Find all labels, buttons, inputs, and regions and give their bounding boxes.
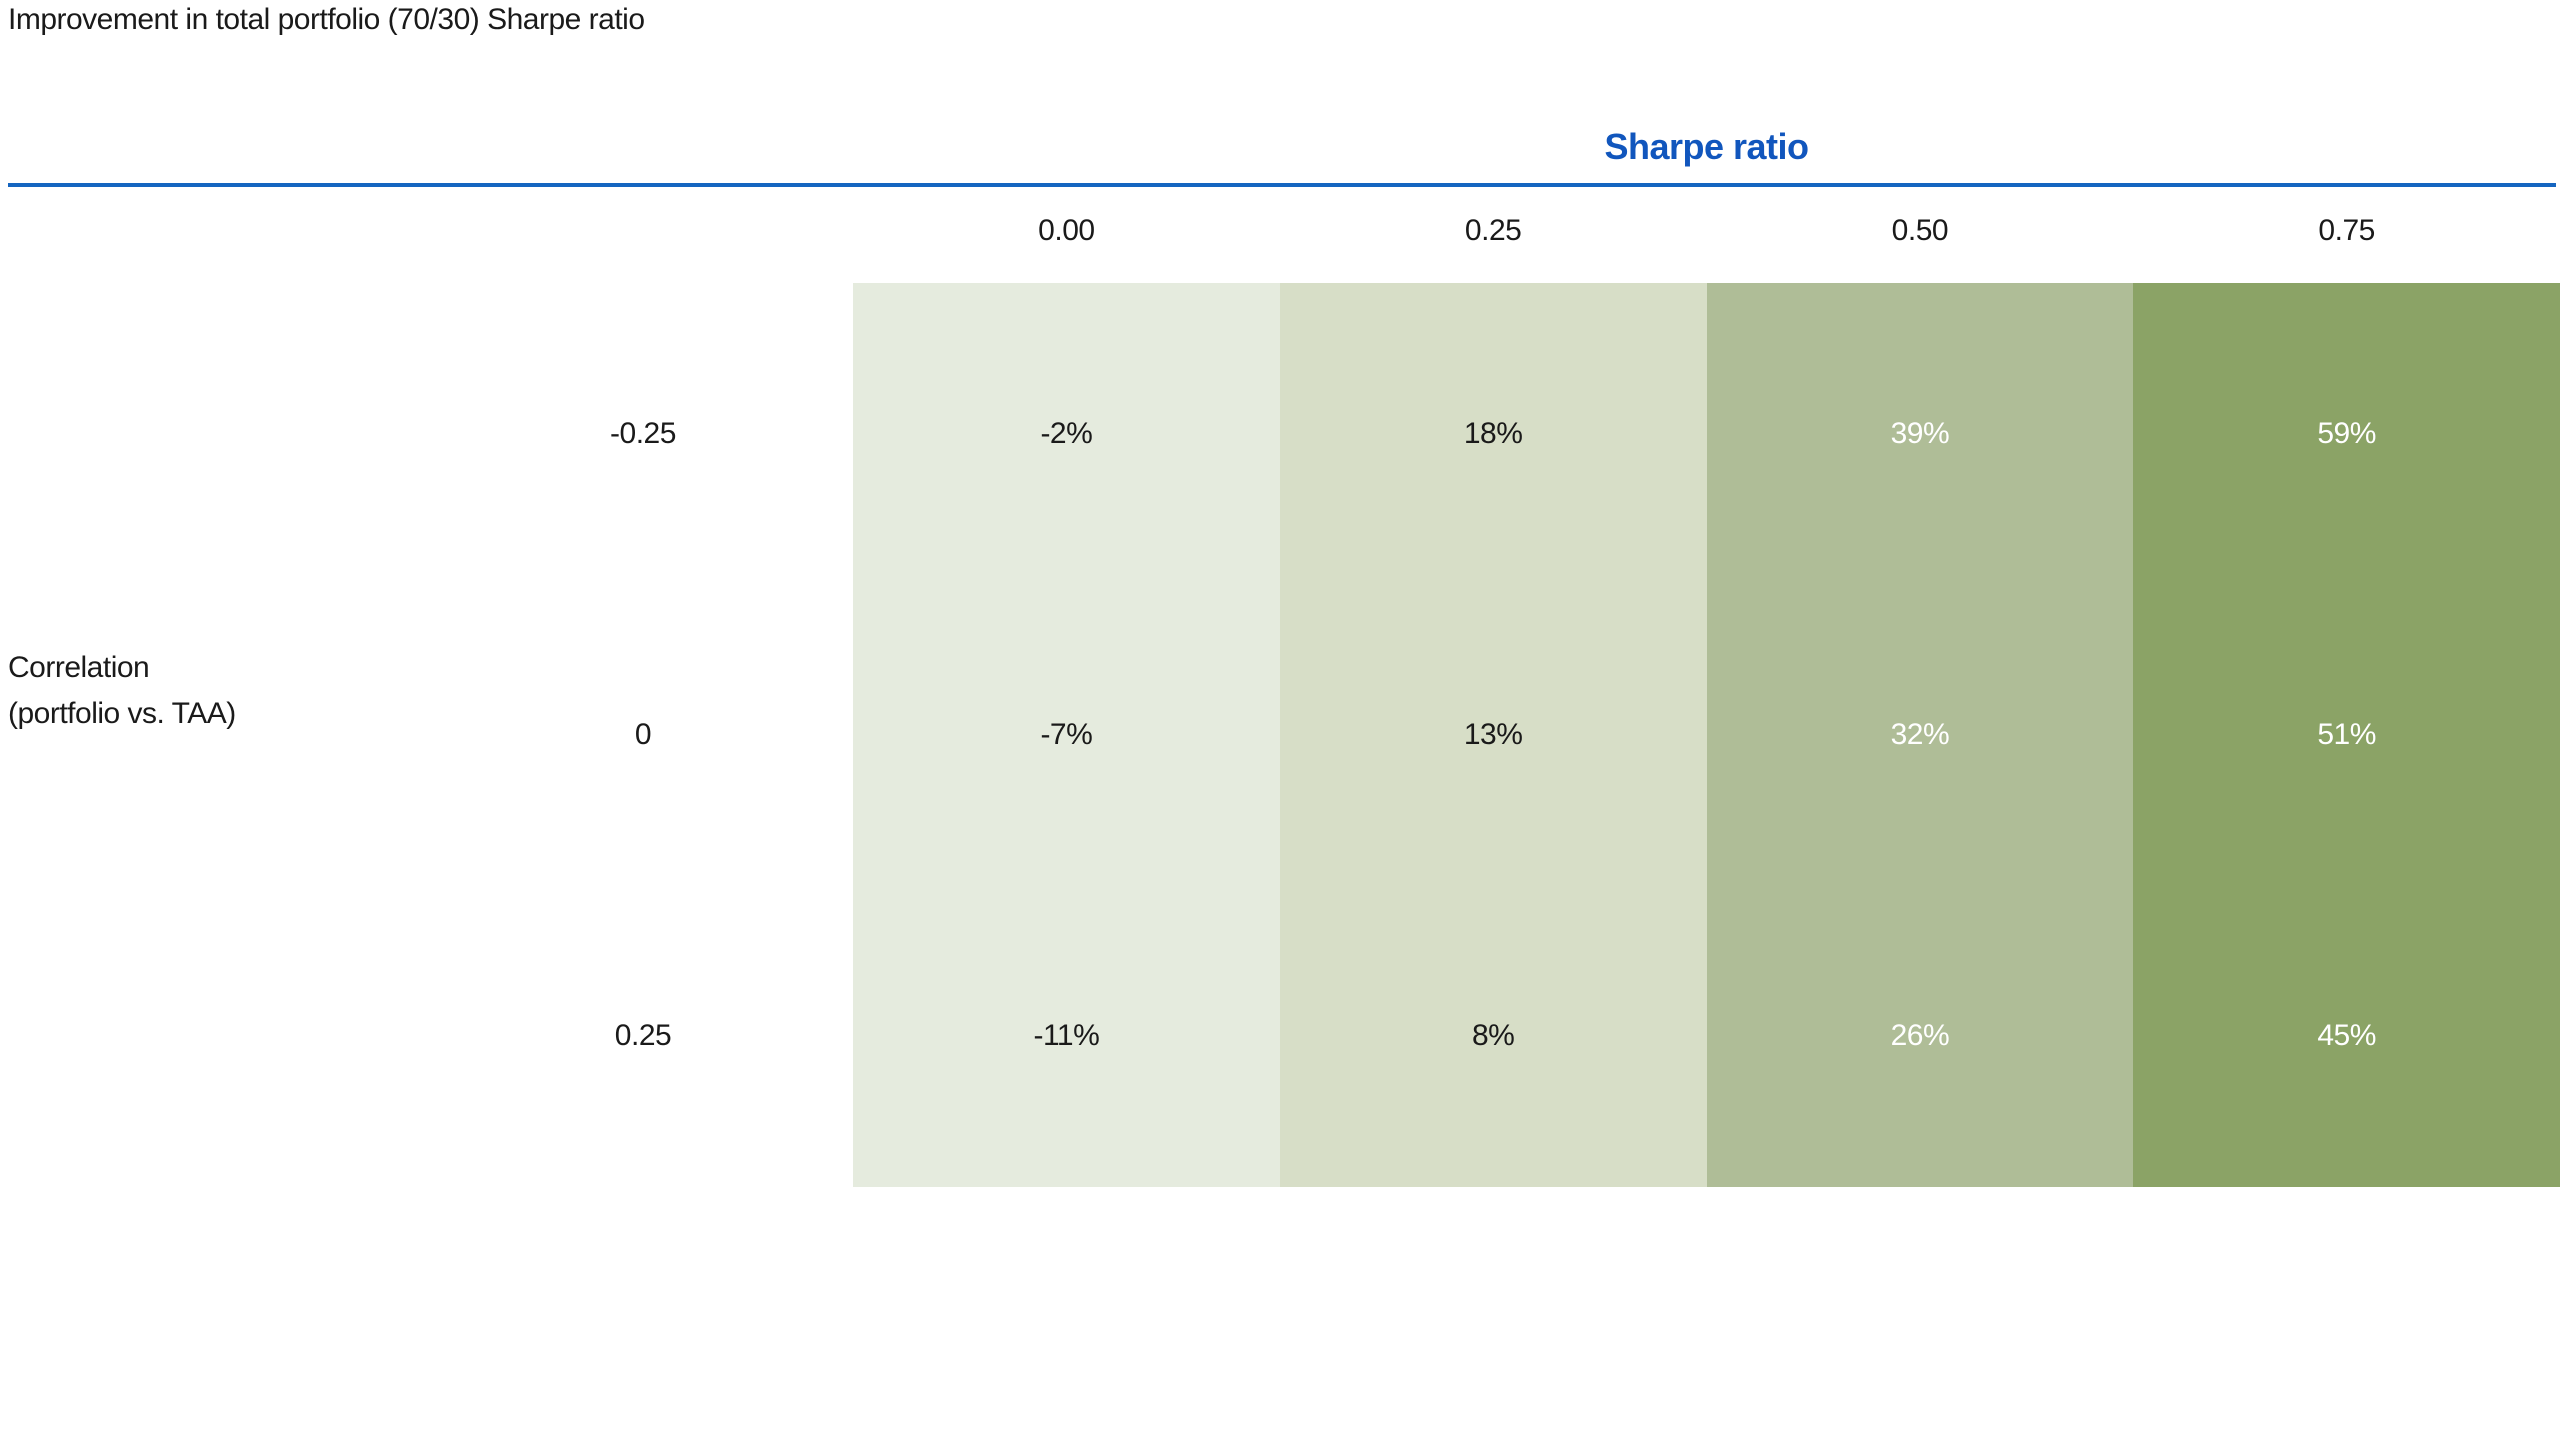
y-axis-title: Correlation (portfolio vs. TAA) <box>8 645 236 737</box>
column-header: 0.75 <box>2318 214 2375 247</box>
heatmap-cell: 45% <box>2133 885 2560 1187</box>
heatmap-grid: -2% 18% 39% 59% -7% 13% 32% 51% -11% 8% … <box>853 283 2560 1187</box>
row-label: -0.25 <box>610 416 676 450</box>
heatmap-cell: -7% <box>853 584 1280 886</box>
y-axis-title-line1: Correlation <box>8 651 150 684</box>
heatmap-cell: 51% <box>2133 584 2560 886</box>
figure-title: Improvement in total portfolio (70/30) S… <box>8 3 645 36</box>
heatmap-cell: -11% <box>853 885 1280 1187</box>
column-header: 0.25 <box>1464 214 1522 247</box>
heatmap-cell: 13% <box>1279 584 1707 886</box>
row-label-column: -0.25 0 0.25 <box>543 283 743 1187</box>
heatmap-cell: 26% <box>1706 885 2134 1187</box>
row-label: 0 <box>634 717 652 751</box>
heatmap-cell: -2% <box>853 283 1280 585</box>
y-axis-title-line2: (portfolio vs. TAA) <box>8 697 236 730</box>
header-divider-rule <box>8 183 2556 187</box>
row-label: 0.25 <box>614 1019 672 1053</box>
heatmap-cell: 18% <box>1279 283 1707 585</box>
column-header: 0.00 <box>1038 214 1095 247</box>
column-header: 0.50 <box>1891 214 1949 247</box>
column-header-row: 0.00 0.25 0.50 0.75 <box>853 214 2560 260</box>
heatmap-cell: 39% <box>1706 283 2134 585</box>
heatmap-cell: 59% <box>2133 283 2560 585</box>
heatmap-cell: 8% <box>1279 885 1707 1187</box>
heatmap-cell: 32% <box>1706 584 2134 886</box>
x-axis-title: Sharpe ratio <box>1604 126 1809 167</box>
